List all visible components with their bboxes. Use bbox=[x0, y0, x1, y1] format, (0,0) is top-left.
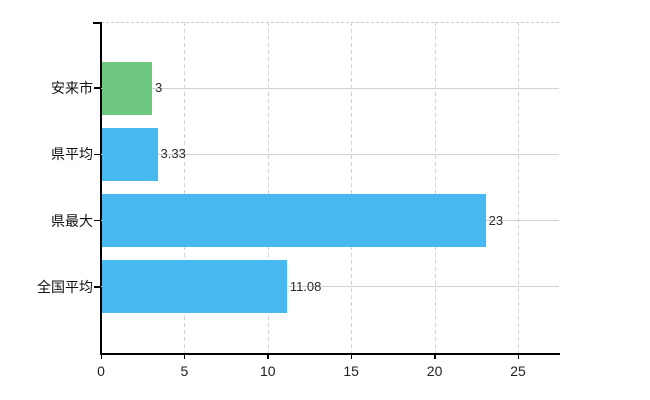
y-axis bbox=[100, 22, 102, 353]
x-gridline bbox=[267, 22, 269, 353]
plot-top-border bbox=[101, 22, 559, 23]
y-gridline bbox=[101, 153, 559, 155]
value-label: 3.33 bbox=[160, 146, 186, 162]
x-axis-tick bbox=[434, 353, 436, 359]
x-tick-label: 25 bbox=[510, 363, 526, 379]
category-label: 全国平均 bbox=[37, 278, 93, 295]
x-axis-tick bbox=[517, 353, 519, 359]
x-axis bbox=[100, 353, 560, 355]
x-axis-tick bbox=[267, 353, 269, 359]
value-label: 11.08 bbox=[289, 278, 322, 294]
x-axis-tick bbox=[350, 353, 353, 359]
category-tick bbox=[94, 286, 101, 288]
category-label: 県平均 bbox=[51, 146, 93, 163]
category-tick bbox=[94, 219, 101, 222]
x-tick-label: 20 bbox=[426, 363, 443, 379]
x-tick-label: 5 bbox=[180, 363, 189, 379]
y-gridline bbox=[101, 87, 559, 89]
x-gridline bbox=[518, 22, 519, 353]
category-label: 県最大 bbox=[51, 212, 93, 229]
bar[interactable] bbox=[102, 127, 158, 181]
value-label: 3 bbox=[155, 80, 163, 96]
bar[interactable] bbox=[102, 260, 287, 314]
x-gridline bbox=[351, 22, 353, 353]
y-gridline bbox=[101, 286, 559, 288]
bar[interactable] bbox=[102, 61, 153, 115]
x-gridline bbox=[184, 22, 186, 353]
bar[interactable] bbox=[102, 194, 486, 248]
x-tick-label: 10 bbox=[260, 363, 276, 379]
y-axis-top-tick bbox=[93, 22, 101, 24]
category-tick bbox=[94, 87, 101, 89]
x-tick-label: 0 bbox=[97, 363, 105, 379]
x-axis-tick bbox=[183, 353, 186, 359]
plot-area: 3 3.33 23 11.08 0 5 10 15 20 25 安来市県平均県最大全国平均 bbox=[37, 22, 560, 379]
category-label: 安来市 bbox=[51, 80, 93, 97]
value-label: 23 bbox=[488, 212, 504, 228]
category-tick bbox=[94, 153, 101, 156]
x-gridline bbox=[434, 22, 436, 353]
x-axis-tick bbox=[100, 353, 102, 359]
x-tick-label: 15 bbox=[343, 363, 359, 379]
